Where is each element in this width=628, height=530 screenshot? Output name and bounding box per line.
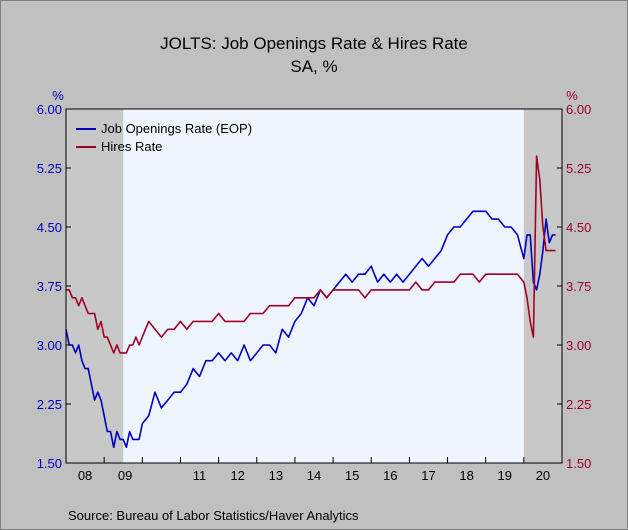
x-tick-label-13: 13	[269, 468, 283, 483]
series-line-hires-rate	[66, 155, 556, 354]
legend-label-job-openings: Job Openings Rate (EOP)	[101, 121, 252, 136]
chart-title: JOLTS: Job Openings Rate & Hires Rate	[160, 34, 468, 53]
legend: Job Openings Rate (EOP) Hires Rate	[76, 121, 252, 154]
right-tick-label-6: 1.50	[566, 456, 591, 471]
x-tick-label-20: 20	[536, 468, 550, 483]
left-tick-label-2: 4.50	[37, 220, 62, 235]
right-tick-label-1: 5.25	[566, 161, 591, 176]
recession-band-1	[523, 109, 562, 463]
x-tick-label-18: 18	[459, 468, 473, 483]
right-tick-label-2: 4.50	[566, 220, 591, 235]
left-tick-label-4: 3.00	[37, 338, 62, 353]
left-tick-label-6: 1.50	[37, 456, 62, 471]
x-tick-label-17: 17	[421, 468, 435, 483]
right-tick-label-0: 6.00	[566, 102, 591, 117]
recession-band-0	[66, 109, 124, 463]
right-tick-label-5: 2.25	[566, 397, 591, 412]
x-tick-label-11: 11	[193, 468, 207, 483]
source-note: Source: Bureau of Labor Statistics/Haver…	[68, 508, 359, 523]
left-axis-unit: %	[52, 88, 64, 103]
left-tick-label-0: 6.00	[37, 102, 62, 117]
legend-label-hires: Hires Rate	[101, 139, 162, 154]
x-tick-label-12: 12	[230, 468, 244, 483]
plot-area	[66, 109, 562, 463]
series-line-job-openings-rate	[65, 210, 556, 449]
right-axis-unit: %	[566, 88, 578, 103]
x-tick-label-19: 19	[498, 468, 512, 483]
left-tick-label-5: 2.25	[37, 397, 62, 412]
left-tick-label-3: 3.75	[37, 279, 62, 294]
x-tick-label-16: 16	[383, 468, 397, 483]
x-tick-label-09: 09	[118, 468, 132, 483]
x-tick-label-14: 14	[307, 468, 321, 483]
x-tick-label-15: 15	[345, 468, 359, 483]
right-tick-label-3: 3.75	[566, 279, 591, 294]
right-tick-label-4: 3.00	[566, 338, 591, 353]
chart-subtitle: SA, %	[290, 57, 337, 76]
left-tick-label-1: 5.25	[37, 161, 62, 176]
x-tick-label-08: 08	[78, 468, 92, 483]
